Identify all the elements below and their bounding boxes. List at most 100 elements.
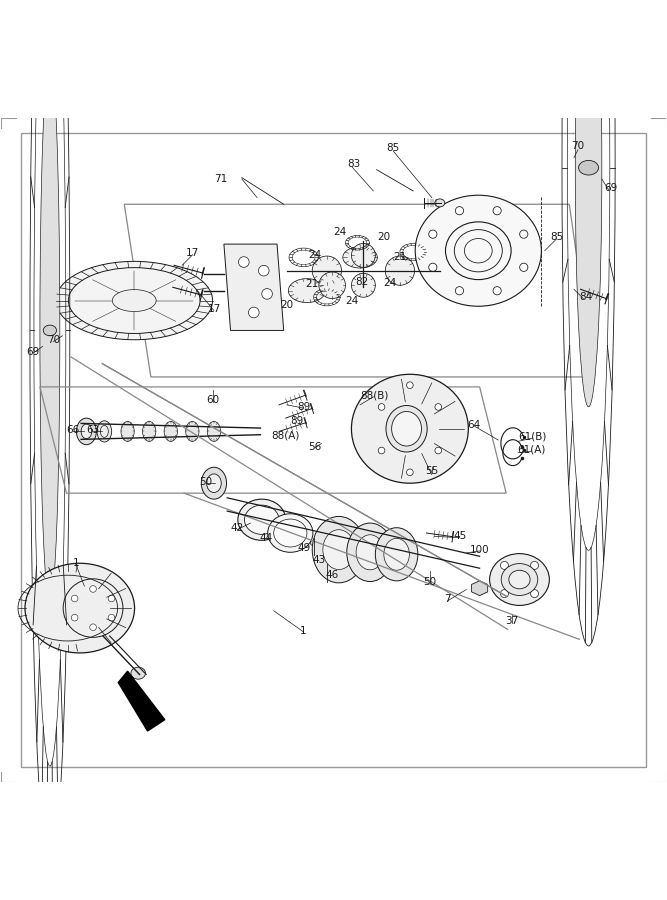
Circle shape — [261, 289, 272, 299]
Ellipse shape — [207, 474, 221, 492]
Text: 85: 85 — [550, 232, 564, 242]
Text: 45: 45 — [453, 531, 466, 541]
Ellipse shape — [356, 535, 384, 570]
Ellipse shape — [238, 500, 285, 540]
Ellipse shape — [121, 421, 134, 441]
Text: 55: 55 — [425, 466, 438, 476]
Ellipse shape — [273, 519, 307, 547]
Circle shape — [493, 207, 501, 215]
Ellipse shape — [288, 279, 325, 302]
Circle shape — [258, 266, 269, 276]
Text: 89: 89 — [290, 417, 303, 427]
Text: 85: 85 — [387, 143, 400, 153]
Text: 20: 20 — [280, 301, 293, 310]
Ellipse shape — [501, 563, 538, 596]
Text: 17: 17 — [186, 248, 199, 258]
Text: 20: 20 — [377, 232, 390, 242]
Text: 63: 63 — [87, 425, 99, 435]
Circle shape — [435, 403, 442, 410]
Polygon shape — [118, 671, 165, 731]
Ellipse shape — [310, 540, 317, 545]
Circle shape — [456, 286, 464, 295]
Ellipse shape — [464, 238, 492, 263]
Polygon shape — [472, 580, 488, 596]
Text: 24: 24 — [345, 295, 358, 305]
Circle shape — [71, 595, 78, 602]
Text: 1: 1 — [300, 626, 307, 635]
Ellipse shape — [323, 567, 330, 572]
Ellipse shape — [245, 505, 279, 535]
Ellipse shape — [25, 563, 135, 652]
Text: 70: 70 — [572, 140, 584, 151]
Circle shape — [239, 256, 249, 267]
Circle shape — [530, 590, 538, 598]
Text: 89: 89 — [297, 401, 310, 412]
Text: 88(B): 88(B) — [360, 391, 389, 401]
Circle shape — [249, 307, 259, 318]
Circle shape — [429, 230, 437, 238]
Text: 37: 37 — [505, 616, 518, 626]
Circle shape — [493, 286, 501, 295]
Text: 66: 66 — [67, 425, 80, 435]
Ellipse shape — [77, 418, 96, 445]
Circle shape — [90, 586, 96, 592]
Text: 60: 60 — [206, 395, 219, 405]
Ellipse shape — [352, 374, 468, 483]
Ellipse shape — [352, 274, 376, 297]
Text: 42: 42 — [231, 524, 244, 534]
Ellipse shape — [454, 230, 502, 272]
Ellipse shape — [185, 421, 199, 441]
Circle shape — [500, 562, 508, 570]
Ellipse shape — [43, 325, 57, 336]
Circle shape — [530, 562, 538, 570]
Circle shape — [500, 590, 508, 598]
Ellipse shape — [323, 530, 355, 570]
Ellipse shape — [201, 467, 227, 500]
Ellipse shape — [352, 243, 376, 267]
Circle shape — [520, 230, 528, 238]
Ellipse shape — [446, 222, 511, 280]
Circle shape — [435, 447, 442, 454]
Circle shape — [71, 615, 78, 621]
Text: 50: 50 — [199, 477, 213, 487]
Text: 43: 43 — [312, 554, 325, 564]
Circle shape — [108, 595, 115, 602]
Text: 61(A): 61(A) — [517, 445, 546, 455]
Ellipse shape — [312, 517, 366, 583]
Ellipse shape — [267, 514, 313, 553]
Ellipse shape — [386, 256, 414, 285]
Text: 24: 24 — [334, 227, 347, 237]
Ellipse shape — [131, 667, 145, 680]
Circle shape — [378, 403, 385, 410]
Ellipse shape — [319, 272, 346, 299]
Ellipse shape — [415, 195, 542, 306]
Text: 24: 24 — [308, 250, 321, 260]
Text: 64: 64 — [468, 419, 481, 430]
Text: 69: 69 — [604, 183, 618, 193]
Ellipse shape — [392, 411, 422, 446]
Text: 83: 83 — [347, 159, 360, 169]
Ellipse shape — [207, 421, 221, 441]
Text: 49: 49 — [297, 544, 310, 554]
Text: 71: 71 — [214, 174, 227, 184]
Circle shape — [407, 382, 414, 389]
Circle shape — [407, 469, 414, 475]
Ellipse shape — [69, 267, 200, 334]
Text: 44: 44 — [259, 533, 272, 543]
Ellipse shape — [490, 554, 550, 606]
Text: 46: 46 — [325, 570, 339, 580]
Text: 88(A): 88(A) — [271, 430, 300, 440]
Circle shape — [90, 624, 96, 631]
Text: 61(B): 61(B) — [518, 432, 547, 442]
Text: 100: 100 — [470, 544, 490, 554]
Text: 21: 21 — [305, 279, 319, 289]
Ellipse shape — [100, 426, 108, 437]
Circle shape — [378, 447, 385, 454]
Ellipse shape — [376, 527, 418, 580]
Ellipse shape — [164, 421, 177, 441]
Text: 50: 50 — [424, 577, 436, 587]
Polygon shape — [224, 244, 283, 330]
Ellipse shape — [143, 421, 156, 441]
Ellipse shape — [509, 571, 530, 589]
Text: 1: 1 — [73, 558, 79, 568]
